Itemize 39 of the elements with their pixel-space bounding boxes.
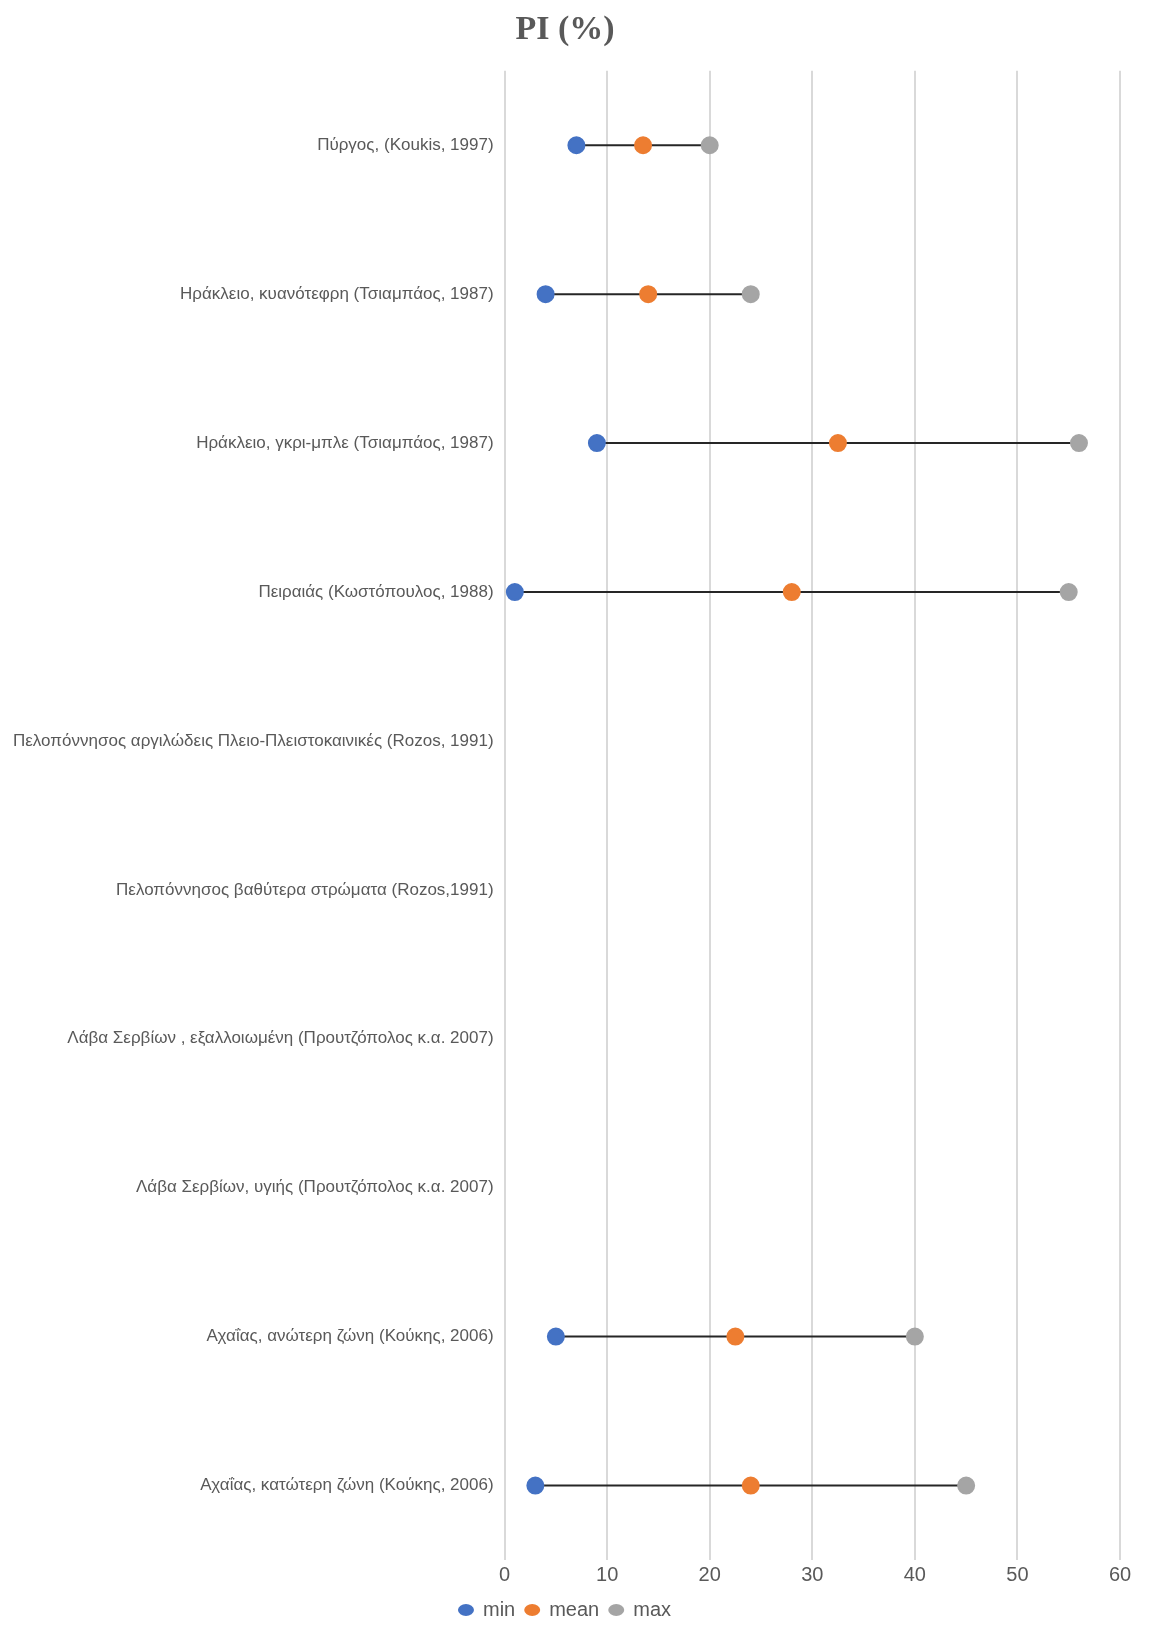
point [741,1476,760,1495]
chart-title: PI (%) [515,9,615,48]
legend-label: mean [549,1597,600,1620]
point [526,1476,545,1495]
point [1069,434,1088,453]
x-tick-label: 10 [596,1562,619,1585]
legend-label: min [482,1597,516,1620]
x-tick-label: 60 [1108,1562,1132,1585]
point [828,434,847,453]
point [536,285,555,304]
point [546,1327,565,1346]
legend-label: max [633,1597,672,1620]
point [741,285,760,304]
y-tick-label: Πελοπόννησος βαθύτερα στρώματα (Rozos,1991) [116,879,494,899]
x-tick-label: 30 [801,1562,824,1585]
x-tick-label: 50 [1006,1562,1029,1585]
y-tick-label: Ηράκλειο, γκρι-μπλε (Τσιαμπάος, 1987) [196,432,494,452]
x-tick-label: 0 [499,1562,511,1585]
point [634,136,653,155]
point [639,285,658,304]
x-tick-label: 20 [698,1562,721,1585]
y-tick-label: Λάβα Σερβίων, υγιής (Προυτζόπολος κ.α. 2007) [135,1177,494,1197]
point [700,136,719,155]
point [587,434,606,453]
y-tick-label: Αχαΐας, ανώτερη ζώνη (Κούκης, 2006) [206,1326,494,1346]
point [782,583,801,602]
y-tick-label: Πελοπόννησος αργιλώδεις Πλειο-Πλειστοκαινικές (Rozos, 1991) [12,730,494,750]
y-tick-label: Αχαΐας, κατώτερη ζώνη (Κούκης, 2006) [200,1475,494,1495]
point [567,136,586,155]
point [726,1327,745,1346]
y-tick-label: Πύργος, (Koukis, 1997) [317,134,494,154]
y-tick-label: Πειραιάς (Κωστόπουλος, 1988) [258,581,494,601]
y-tick-label: Ηράκλειο, κυανότεφρη (Τσιαμπάος, 1987) [180,283,494,303]
point [905,1327,924,1346]
point [505,583,524,602]
y-tick-label: Λάβα Σερβίων , εξαλλοιωμένη (Προυτζόπολος κ.α. 2007) [67,1028,494,1048]
point [1059,583,1078,602]
x-tick-label: 40 [903,1562,926,1585]
point [957,1476,976,1495]
